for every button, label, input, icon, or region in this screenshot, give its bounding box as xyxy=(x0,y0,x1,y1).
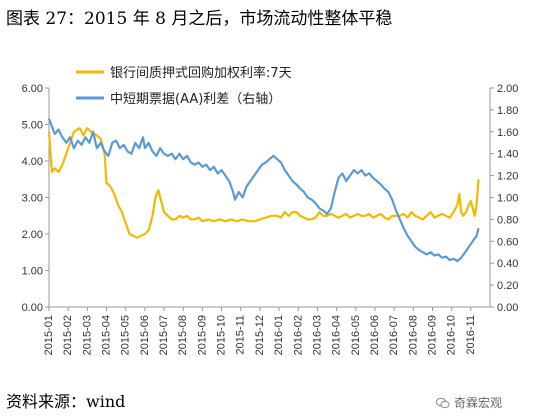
legend-label-1: 银行间质押式回购加权利率:7天 xyxy=(110,65,292,81)
y-right-tick-label: 1.40 xyxy=(497,149,518,161)
y-right-tick-label: 1.60 xyxy=(497,127,518,139)
source-note: 资料来源：wind xyxy=(6,392,126,411)
x-tick-label: 2015-09 xyxy=(196,315,208,355)
x-tick-label: 2016-01 xyxy=(273,315,285,355)
x-tick-label: 2015-01 xyxy=(43,315,55,355)
y-left-tick-label: 4.00 xyxy=(22,156,43,168)
y-right-tick-label: 0.80 xyxy=(497,214,518,226)
figure-title: 图表 27：2015 年 8 月之后，市场流动性整体平稳 xyxy=(6,9,393,29)
y-left-tick-label: 0.00 xyxy=(22,302,43,314)
series-line-2 xyxy=(47,118,480,263)
y-left-tick-label: 2.00 xyxy=(22,229,43,241)
y-right-tick-label: 0.00 xyxy=(497,302,518,314)
x-tick-label: 2015-10 xyxy=(216,315,228,355)
x-tick-label: 2015-06 xyxy=(139,315,151,355)
x-tick-label: 2016-05 xyxy=(350,315,362,355)
x-tick-label: 2015-11 xyxy=(235,315,247,355)
watermark: 奇霖宏观 xyxy=(436,394,502,411)
chart-lines xyxy=(47,118,480,263)
y-right-tick-label: 0.60 xyxy=(497,236,518,248)
y-right-tick-label: 0.20 xyxy=(497,280,518,292)
y-right-tick-label: 1.00 xyxy=(497,193,518,205)
legend-label-2: 中短期票据(AA)利差（右轴） xyxy=(110,92,281,107)
x-tick-label: 2015-07 xyxy=(158,315,170,355)
x-tick-label: 2015-08 xyxy=(177,315,189,355)
x-tick-label: 2015-02 xyxy=(62,315,74,355)
y-right-tick-label: 1.80 xyxy=(497,105,518,117)
x-tick-label: 2016-08 xyxy=(407,315,419,355)
y-right-tick-label: 2.00 xyxy=(497,83,518,95)
chart-axes: 0.00 1.00 2.00 3.00 4.00 5.00 6.00 0.00 0.20 0.40… xyxy=(22,83,519,355)
x-tick-label: 2016-06 xyxy=(369,315,381,355)
y-left-tick-label: 1.00 xyxy=(22,266,43,278)
x-tick-label: 2016-10 xyxy=(446,315,458,355)
x-tick-label: 2015-03 xyxy=(81,315,93,355)
watermark-text: 奇霖宏观 xyxy=(454,396,503,410)
x-tick-label: 2015-04 xyxy=(101,315,113,355)
x-tick-label: 2016-02 xyxy=(292,315,304,355)
y-left-tick-label: 3.00 xyxy=(22,193,43,205)
y-left-tick-label: 6.00 xyxy=(22,83,43,95)
x-tick-label: 2016-07 xyxy=(388,315,400,355)
x-tick-label: 2016-11 xyxy=(465,315,477,355)
x-tick-label: 2016-03 xyxy=(311,315,323,355)
y-right-tick-label: 0.40 xyxy=(497,258,518,270)
y-left-tick-label: 5.00 xyxy=(22,120,43,132)
x-tick-label: 2015-12 xyxy=(254,315,266,355)
y-right-tick-label: 1.20 xyxy=(497,171,518,183)
x-tick-label: 2015-05 xyxy=(120,315,132,355)
x-tick-label: 2016-09 xyxy=(426,315,438,355)
wechat-icon xyxy=(436,397,450,408)
series-line-1 xyxy=(47,127,480,239)
x-tick-label: 2016-04 xyxy=(331,315,343,355)
